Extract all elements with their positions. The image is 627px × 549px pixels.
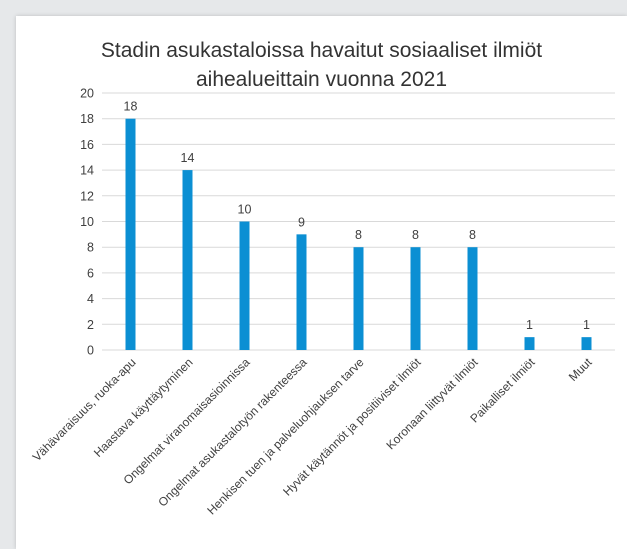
chart-title-line-2: aihealueittain vuonna 2021 bbox=[195, 68, 448, 91]
y-tick-label: 16 bbox=[80, 138, 94, 152]
y-tick-label: 20 bbox=[80, 87, 94, 101]
bars bbox=[125, 118, 592, 350]
bar bbox=[182, 170, 193, 350]
y-tick-label: 4 bbox=[87, 292, 94, 306]
bar bbox=[467, 247, 478, 350]
data-labels: 18 14 10 9 8 8 8 1 1 bbox=[124, 100, 590, 332]
data-label: 10 bbox=[238, 203, 252, 217]
y-tick-label: 12 bbox=[80, 189, 94, 203]
data-label: 14 bbox=[181, 151, 195, 165]
x-tick-label: Koronaan liittyvät ilmiöt bbox=[383, 355, 481, 453]
y-tick-label: 14 bbox=[80, 164, 94, 178]
bar bbox=[581, 337, 592, 350]
data-label: 8 bbox=[355, 228, 362, 242]
bar bbox=[410, 247, 421, 350]
data-label: 1 bbox=[526, 318, 533, 332]
chart-title: Stadin asukastaloissa havaitut sosiaalis… bbox=[16, 36, 627, 94]
data-label: 9 bbox=[298, 215, 305, 229]
data-label: 18 bbox=[124, 100, 138, 114]
y-tick-label: 18 bbox=[80, 112, 94, 126]
bar bbox=[296, 234, 307, 350]
y-tick-label: 6 bbox=[87, 266, 94, 280]
y-tick-label: 10 bbox=[80, 215, 94, 229]
x-tick-label: Muut bbox=[566, 355, 595, 384]
bar bbox=[524, 337, 535, 350]
bar bbox=[353, 247, 364, 350]
y-tick-label: 0 bbox=[87, 344, 94, 358]
x-tick-label: Haastava käyttäytyminen bbox=[91, 355, 196, 460]
bar-chart: 0 2 4 6 8 10 12 14 16 18 20 18 14 10 9 8 8 8 1 1 Vähävarai… bbox=[30, 87, 615, 518]
bar bbox=[125, 118, 136, 350]
y-tick-label: 2 bbox=[87, 318, 94, 332]
chart-title-line-1: Stadin asukastaloissa havaitut sosiaalis… bbox=[100, 39, 543, 62]
y-axis-ticks: 0 2 4 6 8 10 12 14 16 18 20 bbox=[80, 87, 94, 358]
y-tick-label: 8 bbox=[87, 241, 94, 255]
data-label: 1 bbox=[583, 318, 590, 332]
chart-card: Stadin asukastaloissa havaitut sosiaalis… bbox=[16, 16, 627, 549]
bar bbox=[239, 221, 250, 350]
data-label: 8 bbox=[469, 228, 476, 242]
data-label: 8 bbox=[412, 228, 419, 242]
x-tick-label: Vähävaraisuus, ruoka-apu bbox=[30, 355, 139, 464]
